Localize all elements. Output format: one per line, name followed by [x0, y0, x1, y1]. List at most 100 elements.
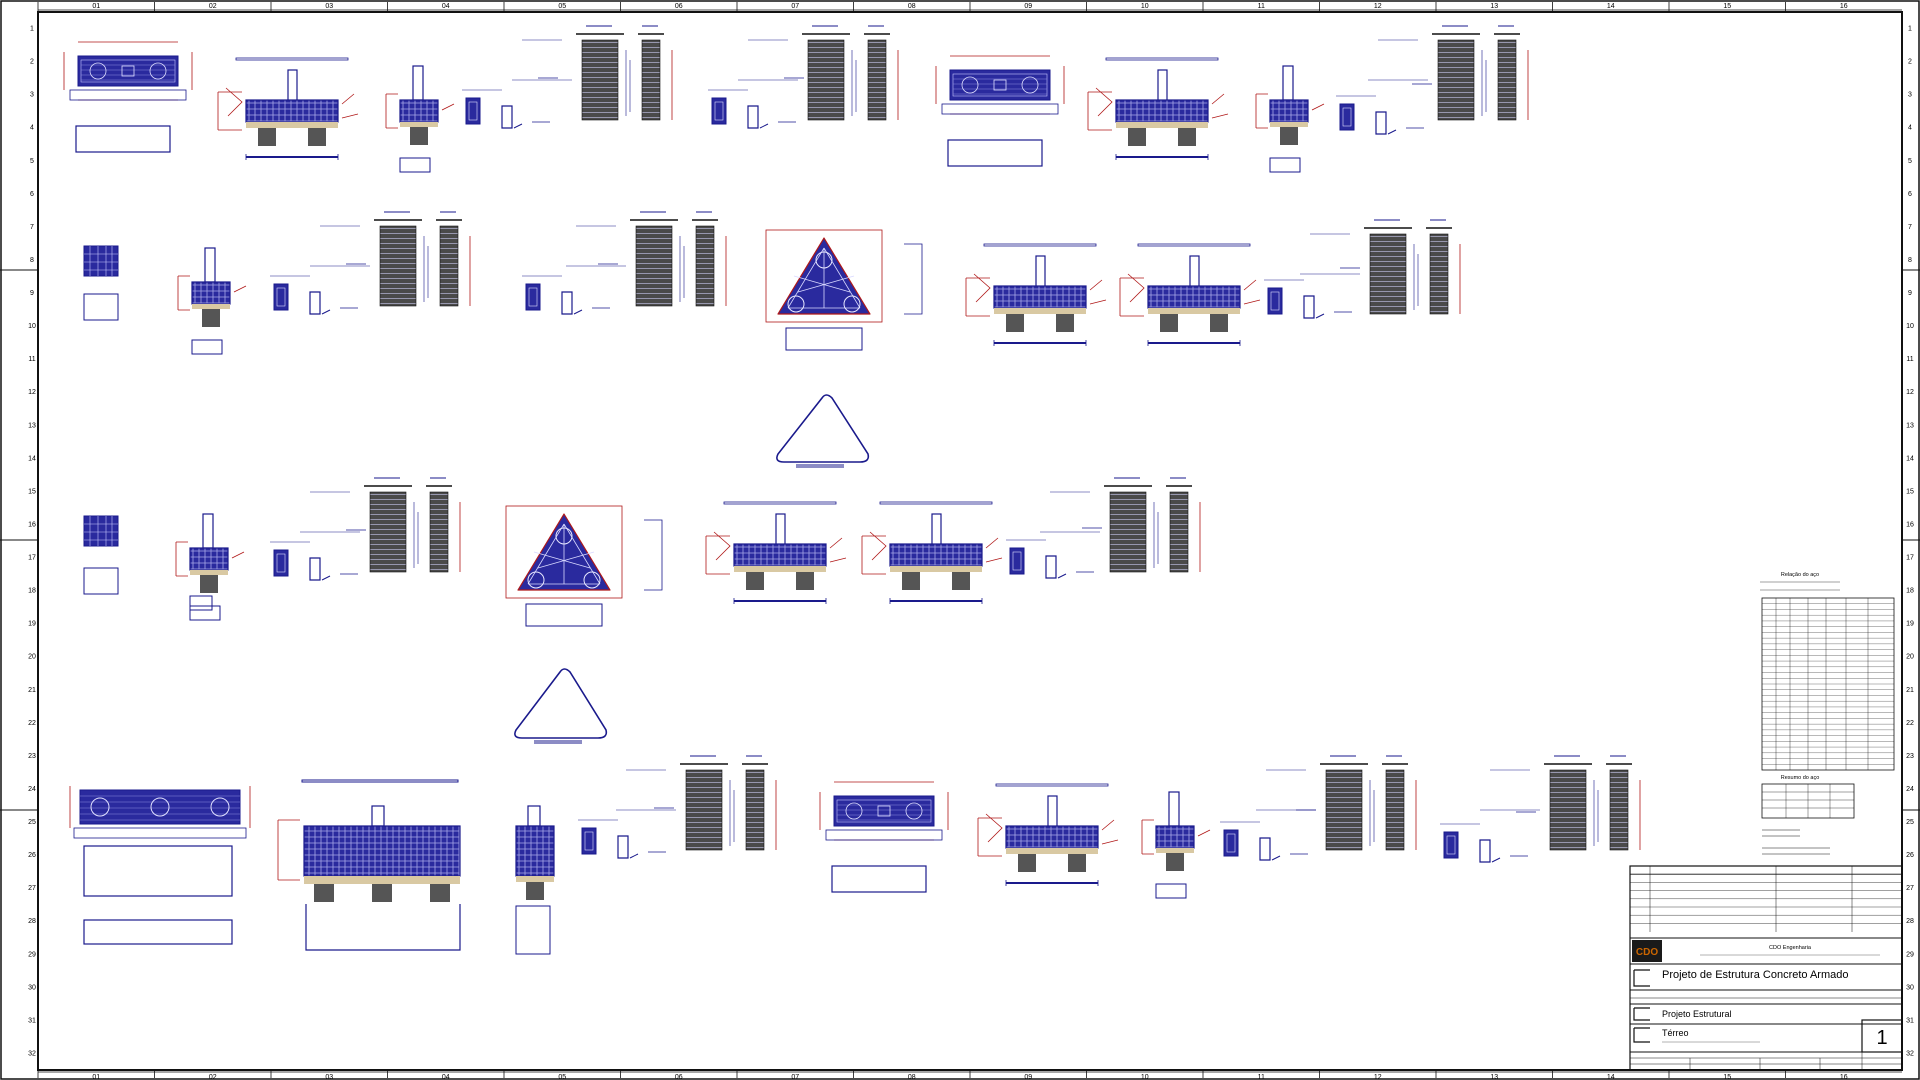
ruler-row-label: 21 — [28, 687, 36, 694]
left-ruler: 1234567891011121314151617181920212223242… — [28, 26, 36, 1058]
ruler-column-label: 14 — [1607, 1074, 1615, 1080]
ruler-column-label: 15 — [1723, 3, 1731, 10]
ruler-row-label: 27 — [1906, 885, 1914, 892]
column-cage-p3 — [1367, 25, 1529, 121]
detail-row-2 — [83, 211, 1461, 468]
pile-cap-plan-b6 — [505, 505, 663, 627]
svg-text:CDO: CDO — [1636, 947, 1658, 958]
ruler-column-label: 01 — [92, 3, 100, 10]
ruler-column-label: 01 — [92, 1074, 100, 1080]
pile-cap-section-b6-side — [861, 501, 1003, 605]
ruler-row-label: 28 — [28, 918, 36, 925]
ruler-column-label: 02 — [209, 3, 217, 10]
ruler-row-label: 31 — [1906, 1017, 1914, 1024]
drawing-discipline: Projeto Estrutural — [1662, 1009, 1732, 1019]
ruler-row-label: 9 — [30, 290, 34, 297]
pile-cap-plan-b3 — [83, 245, 119, 321]
ruler-column-label: 12 — [1374, 3, 1382, 10]
pile-cap-section-b7 — [277, 779, 461, 951]
ruler-row-label: 23 — [1906, 753, 1914, 760]
column-section-p1 — [461, 77, 559, 129]
ruler-row-label: 21 — [1906, 687, 1914, 694]
ruler-row-label: 20 — [28, 654, 36, 661]
steel-table: Relação do aço Resumo do aço — [1760, 572, 1895, 855]
top-ruler: 01 02 03 04 05 06 07 08 09 10 11 12 13 14 15 16 — [37, 2, 1902, 1078]
ruler-row-label: 16 — [28, 521, 36, 528]
pile-cap-plan-b2 — [935, 55, 1065, 167]
ruler-row-label: 18 — [1906, 588, 1914, 595]
ruler-row-label: 26 — [1906, 852, 1914, 859]
column-section-p2 — [707, 77, 805, 129]
column-cage-p8 — [1039, 477, 1201, 573]
ruler-row-label: 32 — [28, 1050, 36, 1057]
column-section-p10 — [1219, 809, 1317, 861]
ruler-row-label: 16 — [1906, 521, 1914, 528]
column-section-p6 — [1263, 267, 1361, 319]
pile-cap-section-b5 — [175, 513, 245, 621]
pile-cap-section-b1 — [217, 57, 359, 161]
ruler-column-label: 11 — [1258, 3, 1265, 10]
ruler-column-label: 11 — [1258, 1074, 1265, 1080]
ruler-column-label: 13 — [1490, 3, 1498, 10]
ruler-row-label: 12 — [1906, 389, 1914, 396]
pile-cap-plan-b1 — [63, 41, 193, 153]
column-section-p5 — [521, 263, 619, 315]
ruler-row-label: 3 — [30, 92, 34, 99]
ruler-row-label: 30 — [28, 984, 36, 991]
pile-cap-section-b4-side — [1119, 243, 1261, 347]
ruler-column-label: 09 — [1024, 1074, 1032, 1080]
pile-cap-section-b1-side — [385, 65, 455, 173]
title-block: CDO CDO Engenharia Projeto de Estrutura … — [1629, 865, 1903, 1071]
project-title: Projeto de Estrutura Concreto Armado — [1662, 969, 1848, 981]
detail-row-1 — [63, 25, 1529, 173]
ruler-column-label: 03 — [325, 1074, 333, 1080]
ruler-row-label: 1 — [30, 26, 34, 33]
ruler-column-label: 09 — [1024, 3, 1032, 10]
column-section-p7 — [269, 529, 367, 581]
ruler-row-label: 6 — [1908, 191, 1912, 198]
ruler-row-label: 11 — [28, 356, 35, 363]
ruler-column-label: 03 — [325, 3, 333, 10]
column-cage-p1 — [511, 25, 673, 121]
ruler-row-label: 24 — [28, 786, 36, 793]
column-section-p11 — [1439, 811, 1537, 863]
ruler-row-label: 10 — [28, 323, 36, 330]
floor-name: Térreo — [1662, 1028, 1689, 1038]
ruler-column-label: 14 — [1607, 3, 1615, 10]
ruler-row-label: 5 — [1908, 158, 1912, 165]
ruler-row-label: 28 — [1906, 918, 1914, 925]
ruler-column-label: 06 — [675, 1074, 683, 1080]
ruler-row-label: 15 — [28, 488, 36, 495]
column-section-p9 — [577, 807, 675, 859]
ruler-row-label: 31 — [28, 1017, 36, 1024]
sheet-border-inner — [37, 11, 1903, 1071]
pile-cap-plan-b4 — [765, 229, 923, 351]
column-cage-p4 — [309, 211, 471, 307]
ruler-column-label: 07 — [791, 3, 799, 10]
ruler-row-label: 6 — [30, 191, 34, 198]
ruler-row-label: 2 — [30, 59, 34, 66]
column-cage-p9 — [615, 755, 777, 851]
column-section-p4 — [269, 263, 367, 315]
ruler-row-label: 14 — [28, 455, 36, 462]
ruler-column-label: 13 — [1490, 1074, 1498, 1080]
ruler-row-label: 2 — [1908, 59, 1912, 66]
ruler-column-label: 08 — [908, 1074, 916, 1080]
column-cage-p11 — [1479, 755, 1641, 851]
ruler-row-label: 17 — [1906, 555, 1914, 562]
ruler-row-label: 15 — [1906, 488, 1914, 495]
ruler-row-label: 22 — [1906, 720, 1914, 727]
bottom-ruler: 01 02 03 04 05 06 07 08 09 10 11 12 13 14 15 16 — [38, 1071, 1902, 1080]
pile-cap-section-b7-side — [515, 805, 555, 955]
company-logo: CDO — [1632, 940, 1662, 962]
pile-cap-plan-b5 — [83, 515, 213, 611]
pile-cap-section-b2-side — [1255, 65, 1325, 173]
ruler-column-label: 05 — [558, 3, 566, 10]
ruler-row-label: 22 — [28, 720, 36, 727]
ruler-row-label: 8 — [30, 257, 34, 264]
pile-cap-section-b8-side — [1141, 791, 1211, 899]
right-ruler: 1234567891011121314151617181920212223242… — [1906, 26, 1914, 1058]
ruler-row-label: 12 — [28, 389, 36, 396]
column-cage-p10 — [1255, 755, 1417, 851]
